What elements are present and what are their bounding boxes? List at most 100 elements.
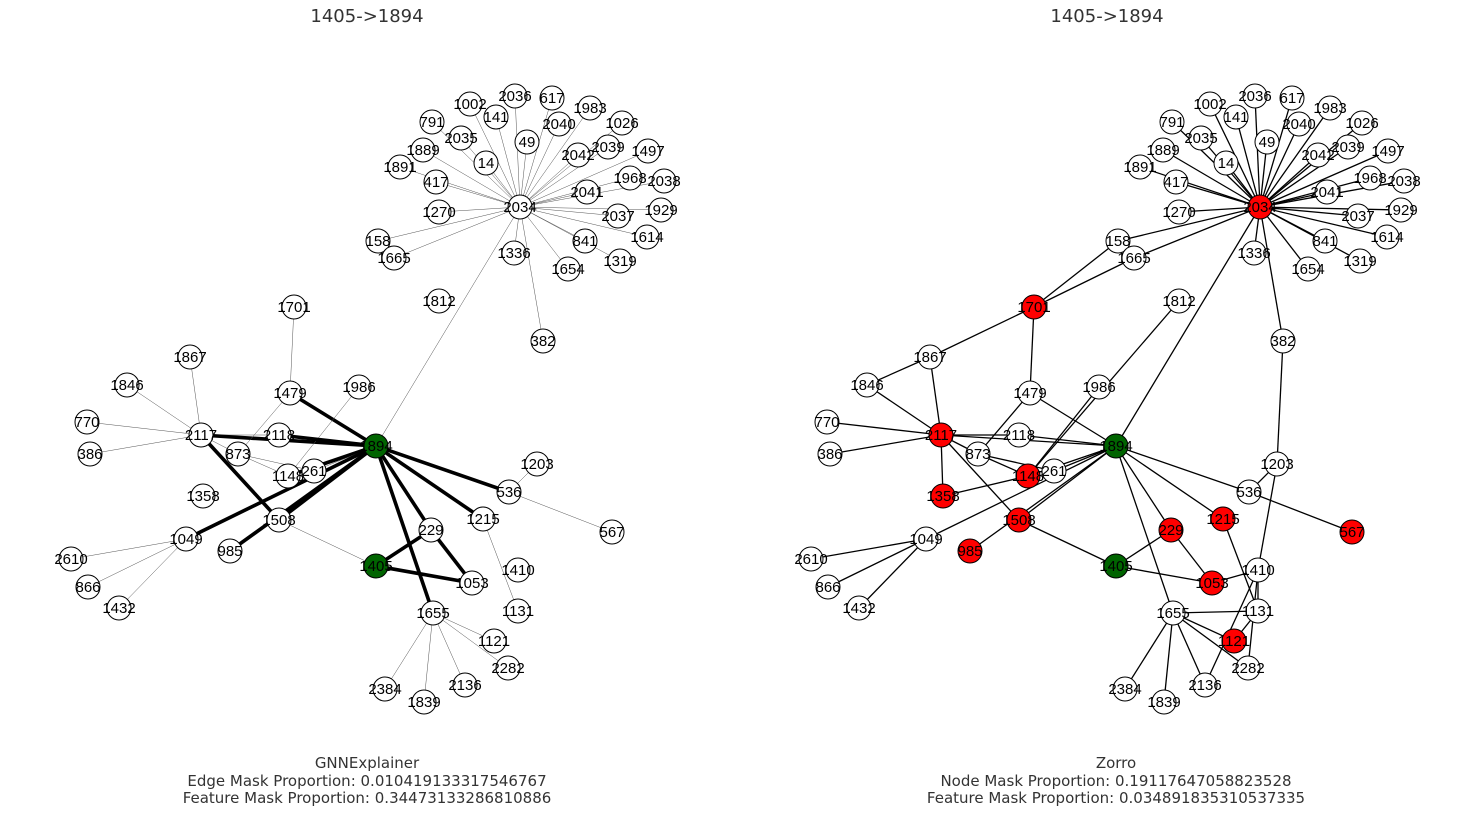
node-label-2282: 2282 (491, 660, 524, 677)
node-2282 (1235, 655, 1261, 681)
node-2610 (58, 546, 84, 572)
node-1410 (505, 557, 531, 583)
caption-feature-mask: Feature Mask Proportion: 0.0348918353105… (926, 789, 1306, 807)
node-label-229: 229 (1158, 522, 1183, 539)
node-label-841: 841 (1312, 233, 1337, 250)
node-label-261: 261 (301, 463, 326, 480)
edge-2034-1614 (1259, 206, 1388, 238)
edge-1479-873 (977, 392, 1031, 455)
node-label-1203: 1203 (1260, 456, 1293, 473)
edge-2034-141 (495, 116, 521, 208)
node-label-2034: 2034 (503, 199, 536, 216)
node-label-1894: 1894 (359, 438, 392, 455)
edge-2034-158 (1117, 206, 1261, 242)
node-1336 (1241, 240, 1267, 266)
node-label-1336: 1336 (497, 245, 530, 262)
node-1121 (1221, 628, 1247, 654)
edge-2034-2039 (1259, 146, 1349, 208)
node-label-841: 841 (572, 233, 597, 250)
edge-1049-866 (827, 538, 927, 588)
node-label-1889: 1889 (1146, 142, 1179, 159)
caption-left: GNNExplainer Edge Mask Proportion: 0.010… (107, 754, 627, 808)
node-1148 (1015, 463, 1041, 489)
node-1319 (607, 248, 633, 274)
node-1846 (114, 372, 140, 398)
edge-2034-1929 (519, 206, 662, 211)
node-49 (1254, 129, 1280, 155)
node-label-1839: 1839 (407, 694, 440, 711)
node-label-382: 382 (1270, 333, 1295, 350)
node-label-1839: 1839 (1147, 694, 1180, 711)
node-1894 (363, 433, 389, 459)
node-label-2610: 2610 (54, 551, 87, 568)
node-417 (1163, 169, 1189, 195)
edge-2034-1614 (519, 206, 648, 238)
node-1891 (1127, 154, 1153, 180)
node-label-2037: 2037 (601, 208, 634, 225)
node-label-2038: 2038 (647, 173, 680, 190)
caption-right: Zorro Node Mask Proportion: 0.1911764705… (856, 754, 1376, 808)
node-261 (301, 458, 327, 484)
edge-2034-1891 (399, 166, 521, 208)
node-label-2040: 2040 (542, 116, 575, 133)
node-label-985: 985 (217, 543, 242, 560)
node-label-417: 417 (1163, 174, 1188, 191)
node-1479 (277, 380, 303, 406)
node-label-1053: 1053 (1195, 575, 1228, 592)
node-label-2118: 2118 (263, 427, 295, 444)
node-386 (77, 441, 103, 467)
caption-method: GNNExplainer (314, 754, 420, 772)
node-2042 (565, 142, 591, 168)
edge-1049-2610 (70, 538, 187, 560)
edge-1508-1894 (1018, 445, 1117, 521)
node-label-1336: 1336 (1237, 245, 1270, 262)
node-1121 (481, 628, 507, 654)
edge-2034-2036 (514, 95, 521, 208)
node-1319 (1347, 248, 1373, 274)
node-229 (418, 517, 444, 543)
edge-536-567 (1248, 491, 1353, 533)
node-label-1405: 1405 (1099, 558, 1132, 575)
node-1131 (1245, 598, 1271, 624)
node-label-2038: 2038 (1387, 173, 1420, 190)
node-1002 (457, 91, 483, 117)
edge-2117-1867 (929, 356, 942, 436)
node-label-158: 158 (1105, 233, 1130, 250)
node-2038 (651, 168, 677, 194)
node-label-1929: 1929 (1384, 202, 1417, 219)
edge-1894-985 (969, 445, 1117, 552)
node-2035 (448, 125, 474, 151)
edge-2117-770 (826, 421, 942, 436)
edge-2117-1508 (940, 434, 1020, 521)
node-2034 (1247, 194, 1273, 220)
node-866 (75, 574, 101, 600)
edge-1655-2384 (384, 612, 434, 690)
edge-2034-1319 (519, 206, 621, 262)
node-791 (419, 109, 445, 135)
edge-2117-1508 (199, 433, 281, 522)
edge-2034-1983 (519, 107, 591, 208)
edge-2034-2037 (1259, 206, 1359, 217)
node-label-2282: 2282 (1231, 660, 1264, 677)
edge-1049-1432 (858, 538, 927, 609)
edge-2034-2040 (1259, 123, 1300, 208)
node-label-2384: 2384 (368, 681, 401, 698)
node-label-770: 770 (74, 414, 99, 431)
edge-2117-1846 (126, 384, 202, 436)
node-label-1701: 1701 (1017, 299, 1050, 316)
node-1665 (1121, 245, 1147, 271)
node-1215 (470, 506, 496, 532)
node-1929 (1388, 197, 1414, 223)
edge-1894-229 (1115, 445, 1172, 531)
node-label-2039: 2039 (591, 139, 624, 156)
edge-536-567 (508, 491, 613, 533)
node-1614 (1374, 224, 1400, 250)
node-label-1479: 1479 (1013, 385, 1046, 402)
node-386 (817, 441, 843, 467)
edge-1148-1358 (942, 475, 1029, 497)
edge-2034-417 (435, 181, 521, 208)
node-label-2037: 2037 (1341, 208, 1374, 225)
node-1655 (1160, 600, 1186, 626)
edge-1655-2282 (1172, 612, 1249, 669)
node-label-1049: 1049 (169, 531, 202, 548)
